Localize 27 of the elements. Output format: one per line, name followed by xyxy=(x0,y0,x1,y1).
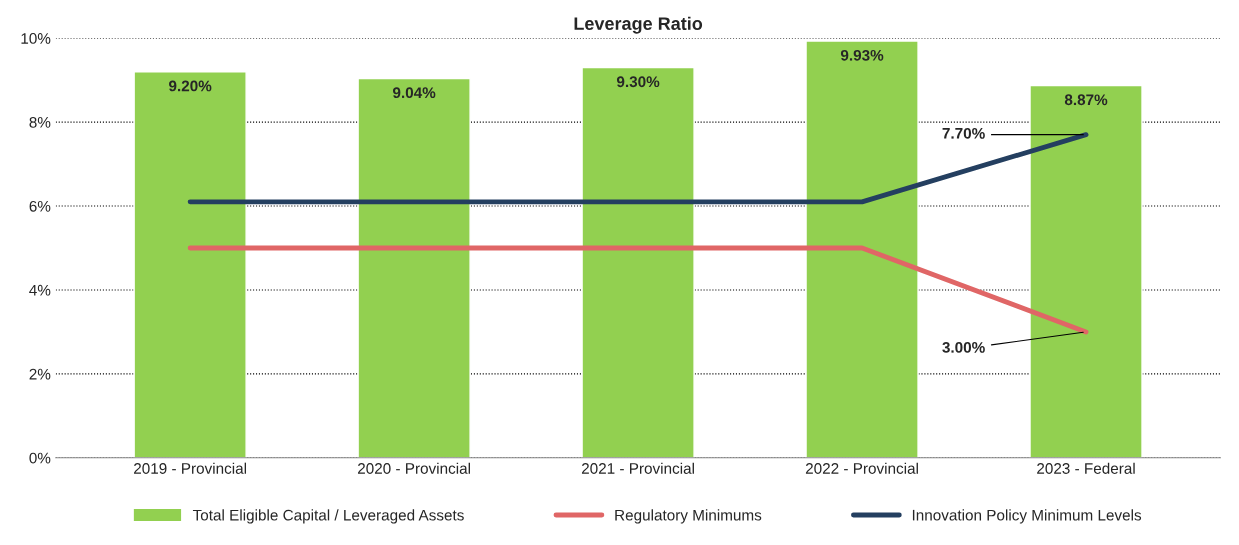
y-tick-label: 6% xyxy=(29,200,51,212)
x-tick-label: 2019 - Provincial xyxy=(134,462,247,474)
data-label: 9.93% xyxy=(840,49,884,61)
x-tick-label: 2022 - Provincial xyxy=(805,462,918,474)
y-tick-label: 10% xyxy=(21,33,51,44)
bar xyxy=(805,40,919,458)
y-tick-label: 0% xyxy=(29,452,51,464)
x-tick-label: 2023 - Federal xyxy=(1037,462,1135,474)
x-tick-label: 2020 - Provincial xyxy=(357,462,470,474)
data-label: 8.87% xyxy=(1064,94,1108,106)
data-label: 7.70% xyxy=(942,127,985,139)
legend-label: Innovation Policy Minimum Levels xyxy=(912,509,1142,524)
y-tick-label: 2% xyxy=(29,368,51,380)
bar xyxy=(357,77,471,458)
bar xyxy=(581,66,695,458)
x-tick-label: 2021 - Provincial xyxy=(581,462,694,474)
data-label: 9.04% xyxy=(392,87,436,99)
bar xyxy=(1029,84,1143,458)
y-tick-label: 4% xyxy=(29,284,51,296)
bar xyxy=(133,71,247,458)
legend-label: Regulatory Minimums xyxy=(615,509,762,524)
data-label: 3.00% xyxy=(942,341,985,353)
legend-label: Total Eligible Capital / Leveraged Assets xyxy=(192,509,464,524)
chart-title: Leverage Ratio xyxy=(574,16,703,34)
y-tick-label: 8% xyxy=(29,116,51,128)
data-label: 9.20% xyxy=(169,80,212,92)
data-label: 9.30% xyxy=(616,76,660,88)
